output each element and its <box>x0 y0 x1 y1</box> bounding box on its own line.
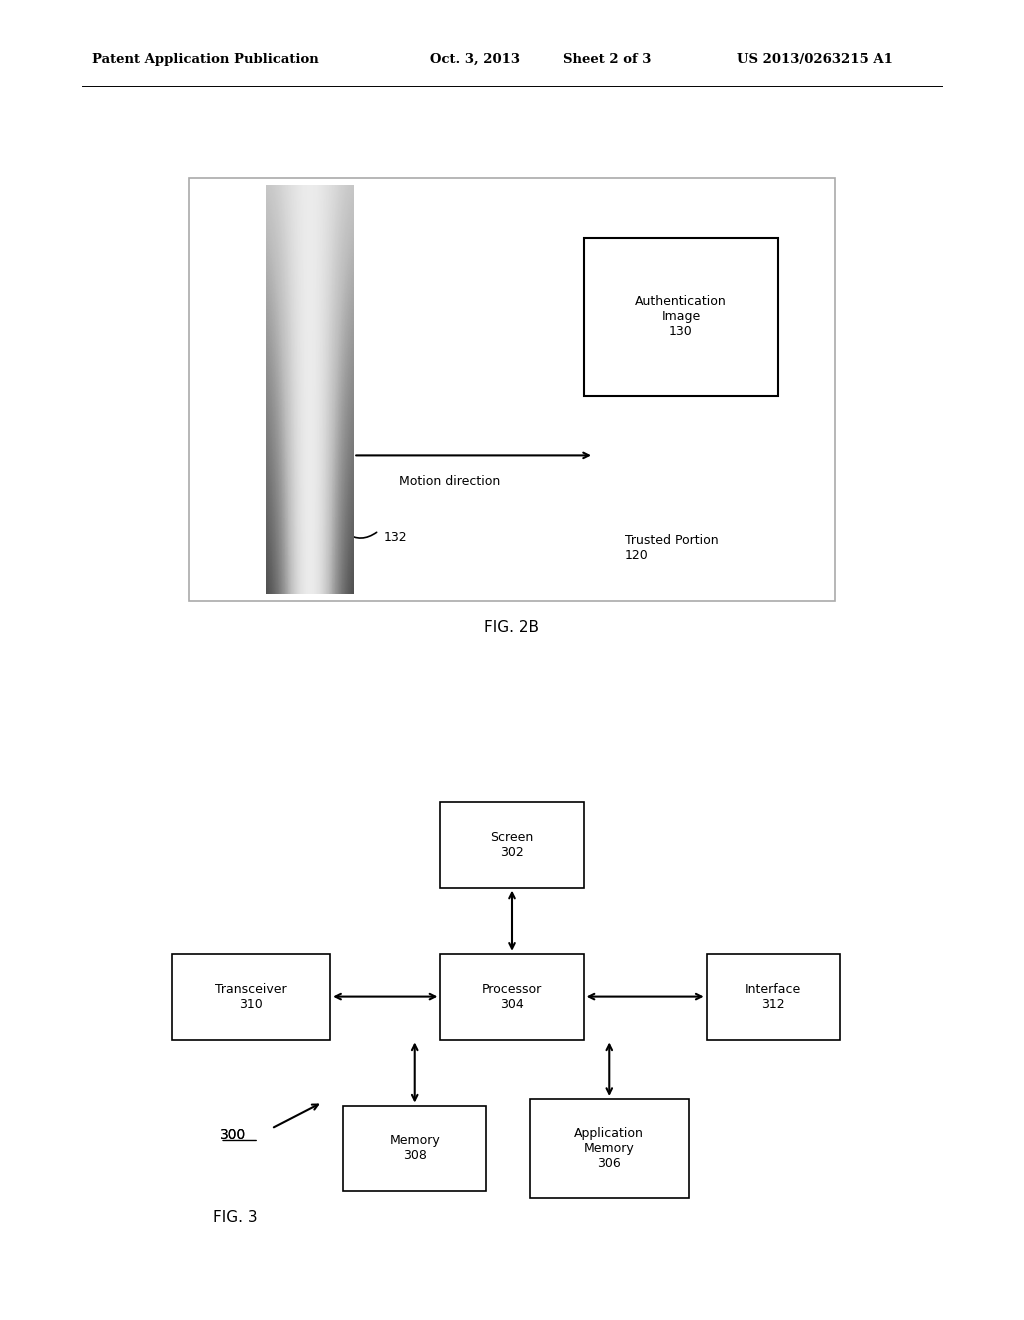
FancyBboxPatch shape <box>584 238 778 396</box>
FancyBboxPatch shape <box>189 178 835 601</box>
Text: US 2013/0263215 A1: US 2013/0263215 A1 <box>737 53 893 66</box>
Text: 300: 300 <box>220 1129 247 1142</box>
Text: Processor
304: Processor 304 <box>482 982 542 1011</box>
Text: Authentication
Image
130: Authentication Image 130 <box>635 296 727 338</box>
Text: Trusted Portion
120: Trusted Portion 120 <box>625 533 718 562</box>
Text: Oct. 3, 2013: Oct. 3, 2013 <box>430 53 520 66</box>
Text: Application
Memory
306: Application Memory 306 <box>574 1127 644 1170</box>
Text: Interface
312: Interface 312 <box>745 982 801 1011</box>
FancyBboxPatch shape <box>440 801 584 887</box>
Text: Memory
308: Memory 308 <box>389 1134 440 1163</box>
Text: Sheet 2 of 3: Sheet 2 of 3 <box>563 53 651 66</box>
Text: Motion direction: Motion direction <box>399 475 501 488</box>
FancyBboxPatch shape <box>440 953 584 1040</box>
Text: FIG. 3: FIG. 3 <box>213 1209 258 1225</box>
Text: Patent Application Publication: Patent Application Publication <box>92 53 318 66</box>
FancyBboxPatch shape <box>343 1106 486 1191</box>
Text: 300: 300 <box>220 1129 247 1142</box>
Text: 132: 132 <box>384 531 408 544</box>
FancyBboxPatch shape <box>530 1098 688 1199</box>
FancyBboxPatch shape <box>171 953 330 1040</box>
FancyBboxPatch shape <box>707 953 840 1040</box>
Text: FIG. 2B: FIG. 2B <box>484 619 540 635</box>
Text: Screen
302: Screen 302 <box>490 830 534 859</box>
Text: Transceiver
310: Transceiver 310 <box>215 982 287 1011</box>
